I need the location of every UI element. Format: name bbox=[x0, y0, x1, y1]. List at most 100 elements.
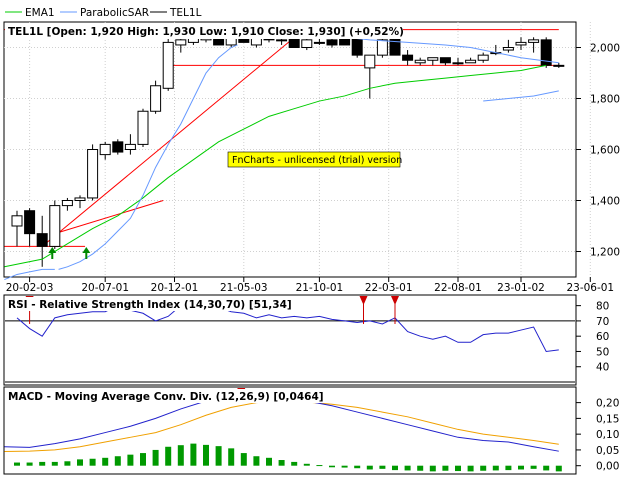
macd-histogram-bar bbox=[14, 462, 20, 466]
candle-body bbox=[502, 47, 514, 51]
macd-histogram-bar bbox=[39, 461, 46, 466]
candle-body bbox=[364, 54, 376, 69]
macd-histogram-bar bbox=[64, 461, 71, 466]
macd-histogram-bar bbox=[316, 465, 323, 467]
candle-body bbox=[137, 110, 149, 145]
price-y-tick-label: 1,800 bbox=[590, 94, 620, 106]
price-y-tick-label: 1,200 bbox=[590, 247, 620, 259]
macd-histogram-bar bbox=[379, 465, 386, 469]
candle-body bbox=[124, 143, 136, 150]
candle-body bbox=[112, 141, 124, 153]
candle-body bbox=[175, 39, 187, 46]
sar-line bbox=[4, 268, 55, 281]
candle-body bbox=[389, 36, 401, 56]
rsi-panel-title: RSI - Relative Strength Index (14,30,70)… bbox=[8, 299, 292, 311]
macd-histogram-bar bbox=[140, 453, 146, 466]
price-panel: TEL1L [Open: 1,920 High: 1,930 Low: 1,91… bbox=[3, 21, 620, 294]
candle-body bbox=[439, 57, 451, 64]
macd-histogram-bar bbox=[278, 460, 285, 466]
price-x-tick-label: 23-01-02 bbox=[497, 282, 545, 294]
macd-histogram-bar bbox=[253, 456, 260, 466]
legend-ema-label: EMA1 bbox=[25, 7, 55, 19]
candle-body bbox=[427, 57, 439, 61]
macd-histogram-bar bbox=[404, 465, 411, 471]
candle-body bbox=[465, 59, 477, 64]
candle-body bbox=[99, 143, 111, 156]
macd-histogram-bar bbox=[114, 456, 121, 466]
macd-y-axis: 0,00 0,05 0,10 0,15 0,20 bbox=[576, 398, 619, 473]
macd-histogram-bar bbox=[492, 465, 499, 471]
price-y-tick-label: 1,600 bbox=[590, 145, 620, 157]
candle-body bbox=[402, 54, 414, 61]
macd-histogram-bar bbox=[228, 448, 235, 466]
price-markers bbox=[48, 247, 91, 259]
trend-line bbox=[54, 200, 164, 235]
legend-tel1l-label: TEL1L bbox=[169, 7, 202, 19]
macd-y-tick-label: 0,10 bbox=[596, 429, 619, 441]
candle-body bbox=[351, 36, 363, 56]
candle-body bbox=[313, 41, 325, 44]
macd-y-tick-label: 0,15 bbox=[596, 413, 619, 425]
price-panel-title: TEL1L [Open: 1,920 High: 1,930 Low: 1,91… bbox=[8, 26, 404, 38]
rsi-y-tick-label: 70 bbox=[596, 316, 609, 328]
legend-sar-label: ParabolicSAR bbox=[80, 7, 149, 19]
candle-body bbox=[276, 39, 288, 42]
macd-histogram-bar bbox=[341, 465, 348, 468]
candle-body bbox=[515, 41, 527, 46]
up-arrow-icon bbox=[82, 247, 91, 253]
macd-histogram-bar bbox=[417, 465, 424, 471]
rsi-y-tick-label: 80 bbox=[596, 301, 609, 313]
watermark-text: FnCharts - unlicensed (trial) version bbox=[232, 155, 402, 166]
candle-body bbox=[553, 64, 565, 67]
macd-histogram-bar bbox=[303, 463, 310, 466]
macd-histogram-bar bbox=[165, 446, 172, 466]
macd-histogram-bar bbox=[215, 446, 222, 466]
down-arrow-icon bbox=[359, 296, 368, 305]
up-arrow-stem bbox=[51, 253, 54, 259]
macd-histogram-bar bbox=[152, 449, 159, 466]
price-x-tick-label: 22-03-01 bbox=[365, 282, 413, 294]
macd-title-bg bbox=[5, 389, 365, 403]
macd-histogram-bar bbox=[366, 465, 373, 470]
candle-body bbox=[528, 39, 540, 43]
macd-histogram-bar bbox=[518, 465, 524, 470]
up-arrow-icon bbox=[48, 247, 57, 253]
price-x-tick-label: 20-02-03 bbox=[6, 282, 54, 294]
macd-histogram-bar bbox=[530, 465, 537, 469]
macd-histogram-bar bbox=[392, 465, 398, 471]
rsi-title-bg bbox=[5, 297, 345, 311]
candle-body bbox=[150, 85, 162, 112]
down-arrow-icon bbox=[391, 296, 399, 305]
macd-histogram-bar bbox=[177, 445, 184, 466]
price-title-bg bbox=[5, 24, 403, 39]
macd-histogram-bar bbox=[467, 465, 474, 472]
price-y-axis: 1,200 1,400 1,600 1,800 2,000 bbox=[576, 43, 620, 259]
macd-histogram-bar bbox=[240, 453, 247, 466]
macd-histogram-bar bbox=[480, 465, 487, 471]
rsi-y-tick-label: 50 bbox=[596, 346, 609, 358]
candle-body bbox=[61, 200, 73, 207]
macd-y-tick-label: 0,05 bbox=[596, 445, 619, 457]
macd-histogram-bar bbox=[266, 457, 272, 466]
macd-histogram-bar bbox=[203, 444, 209, 466]
candle-body bbox=[477, 54, 489, 61]
macd-histogram-bar bbox=[127, 454, 134, 466]
macd-histogram-bar bbox=[354, 465, 361, 469]
macd-histogram-bar bbox=[505, 465, 512, 471]
macd-histogram-bar bbox=[442, 465, 449, 471]
candle-body bbox=[36, 233, 48, 247]
macd-y-tick-label: 0,00 bbox=[596, 461, 619, 473]
price-x-tick-label: 22-08-01 bbox=[434, 282, 482, 294]
candle-body bbox=[49, 205, 61, 247]
rsi-y-axis: 40 50 60 70 80 bbox=[576, 301, 609, 374]
sar-line bbox=[483, 90, 559, 102]
price-x-tick-label: 21-05-03 bbox=[220, 282, 268, 294]
macd-histogram-bar bbox=[555, 465, 562, 472]
macd-histogram-bar bbox=[429, 465, 436, 472]
watermark-bg bbox=[227, 151, 401, 168]
rsi-panel: RSI - Relative Strength Index (14,30,70)… bbox=[3, 294, 609, 386]
macd-histogram-bar bbox=[291, 461, 298, 466]
rsi-y-tick-label: 60 bbox=[596, 331, 609, 343]
price-x-tick-label: 23-06-01 bbox=[566, 282, 614, 294]
macd-histogram bbox=[14, 443, 562, 472]
